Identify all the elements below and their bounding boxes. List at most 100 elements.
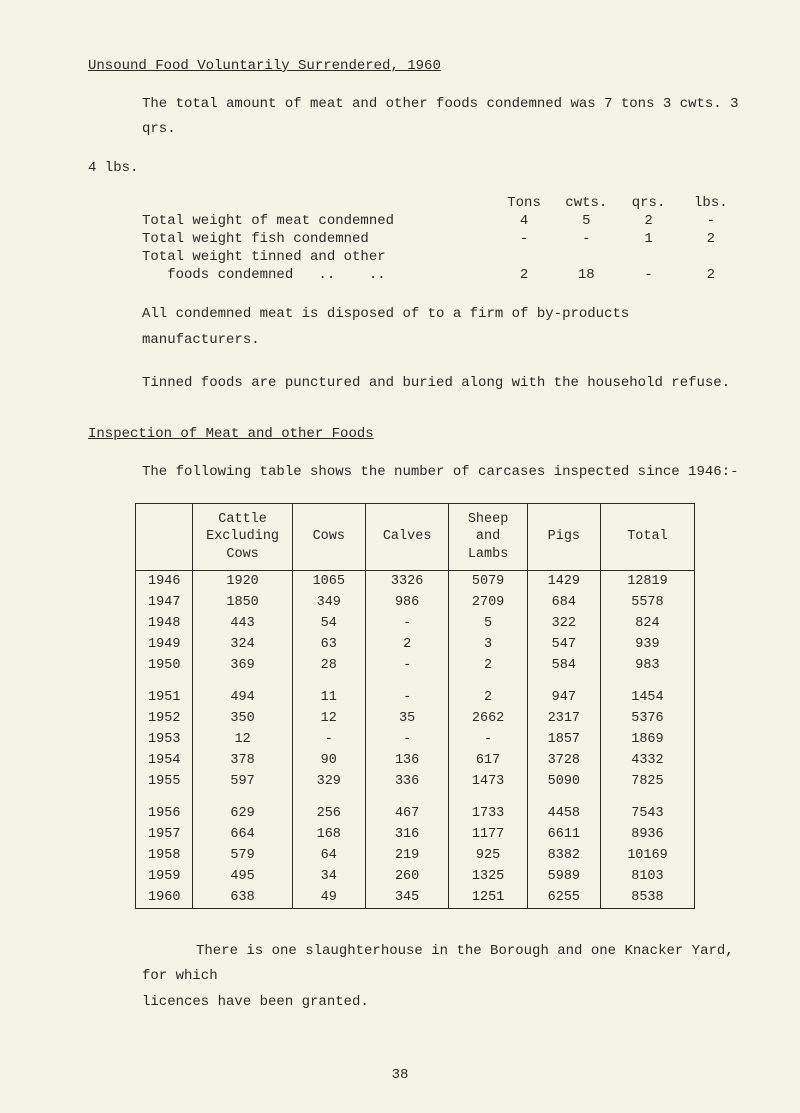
- table-cell: 1857: [527, 729, 600, 750]
- table-cell: -: [365, 613, 449, 634]
- th-total: Total: [600, 504, 694, 571]
- table-cell: 1955: [136, 771, 193, 792]
- table-cell: 1951: [136, 676, 193, 708]
- th-cows: Cows: [292, 504, 365, 571]
- table-cell: 443: [193, 613, 292, 634]
- carcases-table: CattleExcludingCows Cows Calves Sheepand…: [135, 503, 695, 909]
- th-cattle: CattleExcludingCows: [193, 504, 292, 571]
- table-cell: 336: [365, 771, 449, 792]
- section-title-2: Inspection of Meat and other Foods: [88, 426, 742, 442]
- table-cell: 369: [193, 655, 292, 676]
- table-cell: 579: [193, 845, 292, 866]
- table-cell: 1947: [136, 592, 193, 613]
- weight-cell: -: [617, 266, 679, 284]
- table-cell: 54: [292, 613, 365, 634]
- table-cell: -: [449, 729, 527, 750]
- table-cell: 617: [449, 750, 527, 771]
- table-cell: 63: [292, 634, 365, 655]
- weight-row-label: Total weight tinned and other: [142, 248, 493, 266]
- table-cell: 1960: [136, 887, 193, 909]
- table-cell: 1958: [136, 845, 193, 866]
- th-sheep: SheepandLambs: [449, 504, 527, 571]
- table-cell: 10169: [600, 845, 694, 866]
- table-cell: 5376: [600, 708, 694, 729]
- wh-blank: [142, 194, 493, 212]
- table-cell: 1177: [449, 824, 527, 845]
- table-cell: 5578: [600, 592, 694, 613]
- table-cell: 1429: [527, 571, 600, 593]
- table-cell: 1959: [136, 866, 193, 887]
- table-cell: 5079: [449, 571, 527, 593]
- table-cell: 1850: [193, 592, 292, 613]
- table-cell: 925: [449, 845, 527, 866]
- table-cell: 260: [365, 866, 449, 887]
- wh-tons: Tons: [493, 194, 555, 212]
- table-cell: 947: [527, 676, 600, 708]
- table-cell: 467: [365, 792, 449, 824]
- table-cell: 349: [292, 592, 365, 613]
- intro-text: The total amount of meat and other foods…: [142, 96, 739, 137]
- table-cell: 495: [193, 866, 292, 887]
- table-cell: 49: [292, 887, 365, 909]
- table-cell: 4458: [527, 792, 600, 824]
- table-cell: 1956: [136, 792, 193, 824]
- weight-cell: [493, 248, 555, 266]
- table-cell: 629: [193, 792, 292, 824]
- table-cell: 1454: [600, 676, 694, 708]
- weight-cell: 4: [493, 212, 555, 230]
- para-tinned: Tinned foods are punctured and buried al…: [142, 371, 742, 396]
- weight-cell: [680, 248, 742, 266]
- weight-cell: -: [680, 212, 742, 230]
- table-cell: 1733: [449, 792, 527, 824]
- table-cell: 168: [292, 824, 365, 845]
- table-cell: -: [365, 676, 449, 708]
- wh-cwts: cwts.: [555, 194, 617, 212]
- table-cell: 2317: [527, 708, 600, 729]
- table-cell: 597: [193, 771, 292, 792]
- table-cell: 136: [365, 750, 449, 771]
- table-cell: 1953: [136, 729, 193, 750]
- para-disposed: All condemned meat is disposed of to a f…: [142, 302, 742, 352]
- weight-cell: 2: [493, 266, 555, 284]
- th-calves: Calves: [365, 504, 449, 571]
- table-cell: 8382: [527, 845, 600, 866]
- weight-cell: [555, 248, 617, 266]
- table-cell: 64: [292, 845, 365, 866]
- page-number: 38: [0, 1067, 800, 1083]
- weight-cell: [617, 248, 679, 266]
- table-cell: 939: [600, 634, 694, 655]
- table-cell: 316: [365, 824, 449, 845]
- wh-lbs: lbs.: [680, 194, 742, 212]
- lbs-text: 4 lbs.: [88, 160, 138, 176]
- table-cell: 6611: [527, 824, 600, 845]
- th-pigs: Pigs: [527, 504, 600, 571]
- weight-row-label: Total weight fish condemned: [142, 230, 493, 248]
- table-cell: 1950: [136, 655, 193, 676]
- table-cell: 322: [527, 613, 600, 634]
- table-cell: 219: [365, 845, 449, 866]
- table-cell: 7825: [600, 771, 694, 792]
- wh-qrs: qrs.: [617, 194, 679, 212]
- footer-line-1: There is one slaughterhouse in the Borou…: [142, 939, 742, 989]
- table-cell: 90: [292, 750, 365, 771]
- table-cell: 12: [292, 708, 365, 729]
- table-cell: 1065: [292, 571, 365, 593]
- weight-cell: 2: [680, 266, 742, 284]
- table-cell: 5989: [527, 866, 600, 887]
- table-cell: 345: [365, 887, 449, 909]
- table-cell: 1869: [600, 729, 694, 750]
- table-cell: 12819: [600, 571, 694, 593]
- table-cell: 329: [292, 771, 365, 792]
- table-cell: 1954: [136, 750, 193, 771]
- weight-cell: -: [555, 230, 617, 248]
- table-cell: 34: [292, 866, 365, 887]
- table-cell: 1949: [136, 634, 193, 655]
- table-cell: 3728: [527, 750, 600, 771]
- weight-cell: 2: [680, 230, 742, 248]
- table-cell: 8538: [600, 887, 694, 909]
- table-cell: 1473: [449, 771, 527, 792]
- table-cell: 12: [193, 729, 292, 750]
- table-cell: 256: [292, 792, 365, 824]
- table-cell: 638: [193, 887, 292, 909]
- table-cell: 494: [193, 676, 292, 708]
